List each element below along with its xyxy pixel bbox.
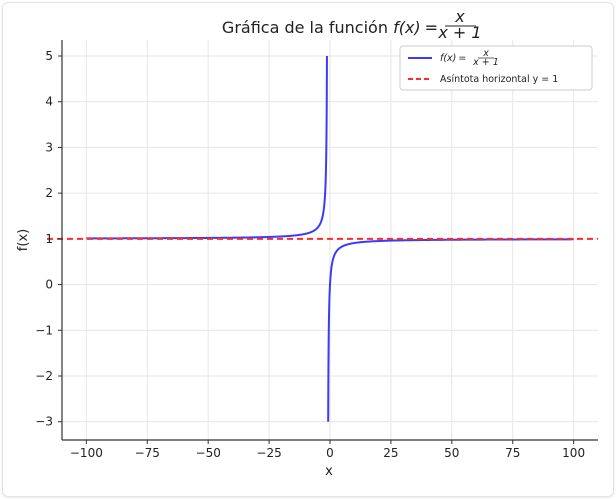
legend-numerator: x — [482, 48, 489, 59]
x-tick-label: −100 — [70, 446, 103, 460]
chart-title: Gráfica de la función f(x) = — [222, 18, 438, 37]
series-function-left-branch — [86, 55, 328, 240]
x-tick-label: 0 — [326, 446, 334, 460]
y-tick-label: 2 — [45, 186, 53, 200]
tick-labels: −100 −75 −50 −25 0 25 50 75 100 −3 −2 −1 0 1 2 3 4 5 — [35, 49, 585, 460]
legend-box — [399, 45, 593, 91]
legend-equals: = — [458, 53, 466, 64]
y-tick-label: 1 — [45, 232, 53, 246]
y-tick-label: −1 — [35, 323, 53, 337]
y-tick-label: −3 — [35, 415, 53, 429]
y-tick-label: 4 — [45, 95, 53, 109]
legend-label-asymptote: Asíntota horizontal y = 1 — [440, 74, 558, 85]
y-axis-label: f(x) — [16, 229, 31, 251]
x-tick-label: −50 — [196, 446, 221, 460]
x-axis-label: x — [325, 464, 333, 479]
title-fx: f(x) — [393, 18, 421, 37]
x-tick-label: 50 — [444, 446, 459, 460]
title-fraction: x x + 1 — [437, 7, 481, 42]
x-tick-label: 75 — [505, 446, 520, 460]
x-tick-label: 25 — [383, 446, 398, 460]
x-tick-label: −75 — [135, 446, 160, 460]
y-tick-label: 5 — [45, 49, 53, 63]
x-tick-label: 100 — [562, 446, 585, 460]
legend-fx: f(x) — [440, 53, 456, 64]
y-tick-label: 0 — [45, 278, 53, 292]
y-tick-label: −2 — [35, 369, 53, 383]
y-tick-label: 3 — [45, 140, 53, 154]
legend-label-function: f(x) = — [440, 53, 466, 64]
title-denominator: x + 1 — [437, 23, 481, 42]
title-prefix: Gráfica de la función — [222, 18, 393, 37]
series-layer — [47, 55, 598, 422]
axes — [58, 40, 598, 444]
legend-denominator: x + 1 — [472, 57, 499, 68]
x-tick-label: −25 — [256, 446, 281, 460]
title-equals: = — [425, 18, 438, 37]
title-numerator: x — [454, 7, 465, 26]
legend: f(x) = x x + 1 Asíntota horizontal y = 1 — [399, 45, 593, 91]
